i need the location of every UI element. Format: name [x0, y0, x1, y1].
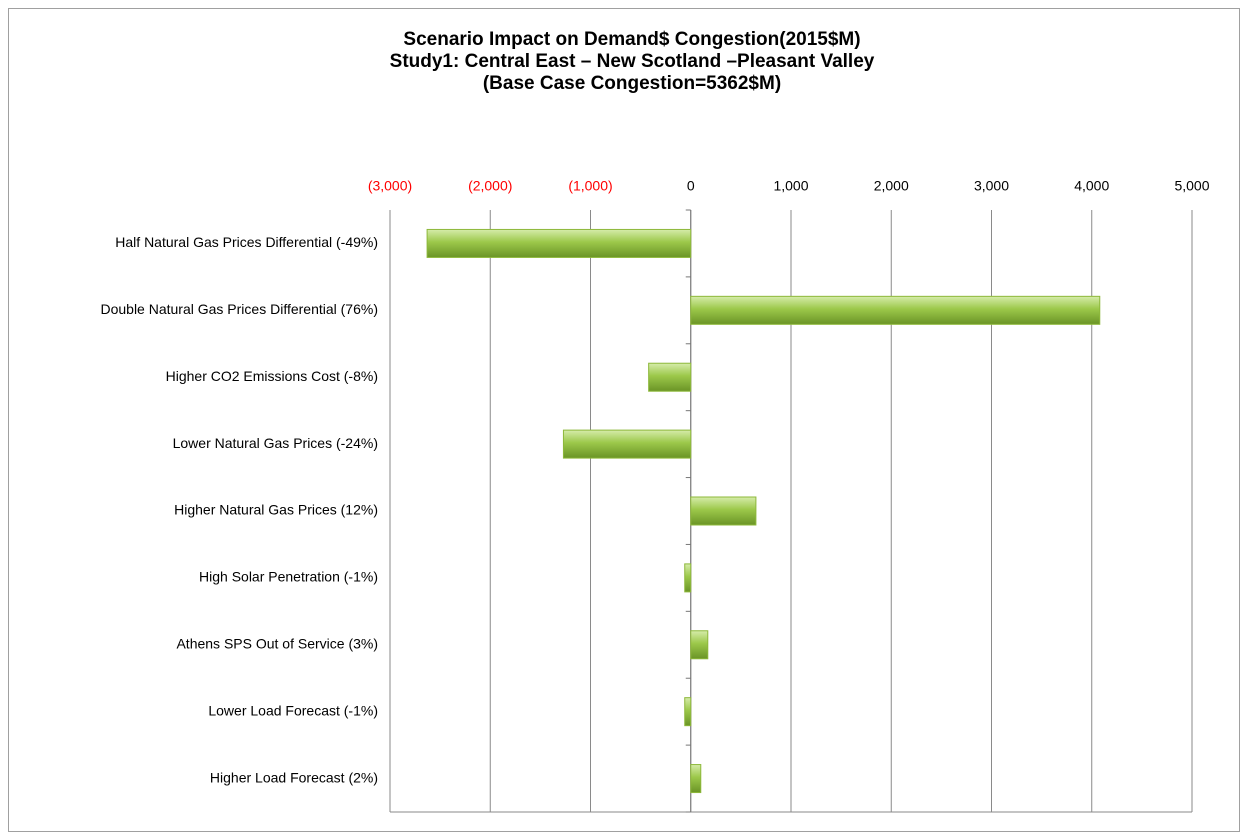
x-tick-label: 0	[687, 178, 695, 194]
x-tick-label: (3,000)	[368, 178, 412, 194]
x-tick-label: 1,000	[773, 178, 808, 194]
y-tick-label: Lower Load Forecast (-1%)	[208, 702, 378, 718]
bar	[690, 496, 757, 526]
chart-frame	[8, 8, 1240, 832]
x-tick-label: 2,000	[874, 178, 909, 194]
x-tick-label: 3,000	[974, 178, 1009, 194]
y-tick-label: High Solar Penetration (-1%)	[199, 569, 378, 585]
y-tick-label: Double Natural Gas Prices Differential (…	[100, 301, 378, 317]
bar	[562, 429, 692, 459]
bar	[690, 764, 702, 794]
y-tick-label: Higher Natural Gas Prices (12%)	[174, 502, 378, 518]
y-tick-label: Higher Load Forecast (2%)	[210, 769, 378, 785]
y-tick-label: Higher CO2 Emissions Cost (-8%)	[166, 368, 378, 384]
y-tick-label: Lower Natural Gas Prices (-24%)	[173, 435, 378, 451]
bar	[684, 697, 692, 727]
bar	[648, 362, 692, 392]
y-tick-label: Athens SPS Out of Service (3%)	[176, 635, 378, 651]
x-tick-label: 4,000	[1074, 178, 1109, 194]
bar	[690, 630, 709, 660]
chart-title: (Base Case Congestion=5362$M)	[483, 73, 781, 94]
bar	[426, 228, 692, 258]
x-tick-label: (2,000)	[468, 178, 512, 194]
bar	[690, 295, 1101, 325]
x-tick-label: (1,000)	[568, 178, 612, 194]
chart-title: Scenario Impact on Demand$ Congestion(20…	[403, 29, 860, 50]
y-tick-label: Half Natural Gas Prices Differential (-4…	[115, 234, 378, 250]
x-tick-label: 5,000	[1174, 178, 1209, 194]
chart-title: Study1: Central East – New Scotland –Ple…	[390, 51, 875, 72]
bar	[684, 563, 692, 593]
